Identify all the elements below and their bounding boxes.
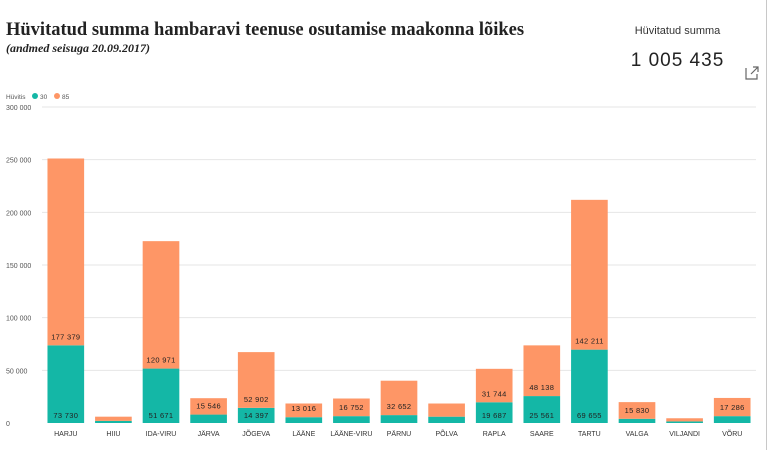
bar-HARJU-30	[47, 345, 85, 423]
data-label: 48 138	[529, 383, 554, 392]
bar-HIIU-85	[95, 416, 132, 421]
x-tick-label: RAPLA	[483, 431, 506, 438]
legend-marker-85	[54, 93, 60, 99]
page-subtitle: (andmed seisuga 20.09.2017)	[6, 41, 150, 55]
bar-IDA-VIRU-85	[142, 241, 180, 369]
x-tick-label: IDA-VIRU	[146, 431, 177, 438]
legend-title: Hüvitis	[6, 94, 26, 101]
data-label: 52 902	[244, 395, 269, 404]
data-label: 69 655	[577, 411, 602, 420]
x-tick-label: VALGA	[626, 431, 649, 438]
bar-HIIU-30	[95, 420, 132, 423]
legend-marker-30	[32, 93, 38, 99]
data-label: 15 546	[196, 402, 221, 411]
bar-LÄÄNE-85	[285, 403, 323, 418]
bar-JÄRVA-30	[190, 414, 227, 423]
bar-SAARE-85	[523, 345, 561, 397]
bar-HARJU-85	[47, 158, 85, 346]
frame-border	[766, 0, 767, 450]
data-label: 25 561	[529, 411, 554, 420]
bar-RAPLA-30	[475, 402, 513, 423]
bar-VÕRU-85	[713, 397, 751, 417]
x-tick-label: LÄÄNE-VIRU	[330, 430, 372, 438]
data-label: 16 752	[339, 403, 364, 412]
bar-LÄÄNE-VIRU-85	[333, 398, 370, 417]
bar-VÕRU-30	[713, 416, 751, 423]
x-tick-label: PÕLVA	[435, 429, 458, 438]
bar-PÕLVA-85	[428, 403, 465, 417]
data-label: 142 211	[575, 337, 604, 346]
bar-LÄÄNE-VIRU-30	[333, 416, 370, 423]
x-tick-label: TARTU	[578, 431, 601, 438]
data-label: 14 397	[244, 411, 269, 420]
bar-JÕGEVA-30	[237, 407, 275, 423]
bar-VALGA-85	[618, 402, 656, 419]
bar-SAARE-30	[523, 396, 561, 423]
y-tick-label: 50 000	[6, 368, 28, 375]
expand-icon[interactable]	[744, 65, 760, 81]
x-tick-label: HARJU	[54, 431, 77, 438]
kpi-label: Hüvitatud summa	[634, 25, 721, 37]
x-tick-label: PÄRNU	[387, 430, 412, 438]
data-label: 32 652	[387, 402, 412, 411]
data-label: 15 830	[625, 406, 650, 415]
y-tick-label: 250 000	[6, 158, 31, 165]
bar-TARTU-85	[571, 199, 608, 350]
y-tick-label: 100 000	[6, 316, 31, 323]
data-label: 73 730	[53, 411, 78, 420]
bar-VILJANDI-30	[666, 421, 703, 423]
data-label: 177 379	[51, 332, 80, 341]
legend-label-85: 85	[62, 94, 70, 101]
bar-VILJANDI-85	[666, 418, 703, 422]
bar-PÄRNU-30	[380, 415, 418, 423]
bar-TARTU-30	[571, 349, 608, 423]
data-label: 51 671	[149, 411, 174, 420]
kpi-value: 1 005 435	[630, 50, 725, 71]
bar-JÄRVA-85	[190, 398, 227, 415]
bar-JÕGEVA-85	[237, 352, 275, 408]
bar-PÕLVA-30	[428, 416, 465, 423]
bar-VALGA-30	[618, 418, 656, 423]
page-title: Hüvitatud summa hambaravi teenuse osutam…	[6, 20, 525, 40]
data-label: 19 687	[482, 411, 507, 420]
x-tick-label: VÕRU	[722, 429, 742, 438]
bar-RAPLA-85	[475, 368, 513, 403]
y-tick-label: 150 000	[6, 263, 31, 270]
x-tick-label: VILJANDI	[669, 431, 700, 438]
x-tick-label: HIIU	[106, 431, 120, 438]
data-label: 17 286	[720, 403, 745, 412]
y-tick-label: 300 000	[6, 105, 31, 112]
x-tick-label: JÄRVA	[198, 430, 220, 438]
bar-IDA-VIRU-30	[142, 368, 180, 423]
data-label: 120 971	[146, 356, 175, 365]
y-tick-label: 200 000	[6, 210, 31, 217]
y-tick-label: 0	[6, 421, 10, 428]
bar-PÄRNU-85	[380, 380, 418, 416]
bar-LÄÄNE-30	[285, 417, 323, 423]
legend-label-30: 30	[40, 94, 48, 101]
x-tick-label: LÄÄNE	[292, 430, 315, 438]
data-label: 31 744	[482, 389, 507, 398]
x-tick-label: SAARE	[530, 431, 554, 438]
data-label: 13 016	[291, 404, 316, 413]
x-tick-label: JÕGEVA	[242, 429, 270, 438]
